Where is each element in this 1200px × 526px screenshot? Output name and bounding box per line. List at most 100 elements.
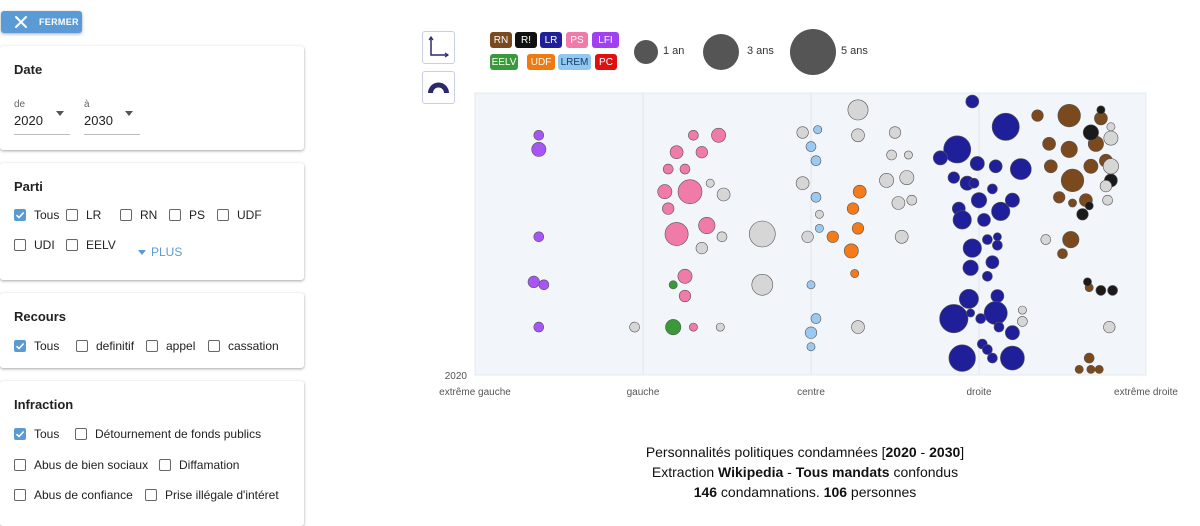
condamnation-bubble[interactable] <box>966 308 975 318</box>
date-to-value[interactable]: 2030 <box>84 113 113 128</box>
condamnation-bubble[interactable] <box>533 130 545 141</box>
party-badge-ps[interactable]: PS <box>566 32 588 48</box>
chevron-down-icon[interactable] <box>56 111 64 116</box>
parti-checkbox[interactable] <box>217 209 229 221</box>
recours-checkbox[interactable] <box>14 340 26 352</box>
infraction-option[interactable]: Diffamation <box>159 458 239 472</box>
condamnation-bubble[interactable] <box>677 179 703 204</box>
party-badge-udf[interactable]: UDF <box>527 54 555 70</box>
condamnation-bubble[interactable] <box>1031 109 1044 122</box>
condamnation-bubble[interactable] <box>993 232 1002 242</box>
condamnation-bubble[interactable] <box>1057 248 1068 259</box>
condamnation-bubble[interactable] <box>904 150 913 160</box>
recours-option[interactable]: definitif <box>76 339 134 353</box>
condamnation-bubble[interactable] <box>662 163 674 175</box>
condamnation-bubble[interactable] <box>810 313 822 324</box>
condamnation-bubble[interactable] <box>815 223 824 233</box>
condamnation-bubble[interactable] <box>796 126 809 139</box>
condamnation-bubble[interactable] <box>888 126 902 139</box>
condamnation-bubble[interactable] <box>668 280 678 290</box>
condamnation-bubble[interactable] <box>993 321 1005 333</box>
condamnation-bubble[interactable] <box>688 130 699 141</box>
condamnation-bubble[interactable] <box>948 344 976 372</box>
parti-option[interactable]: RN <box>120 208 157 222</box>
parti-option[interactable]: UDI <box>14 238 55 252</box>
condamnation-bubble[interactable] <box>1009 158 1032 180</box>
condamnation-bubble[interactable] <box>1086 364 1096 374</box>
condamnation-bubble[interactable] <box>906 194 918 206</box>
parti-checkbox[interactable] <box>14 239 26 251</box>
condamnation-bubble[interactable] <box>1053 191 1066 204</box>
condamnation-bubble[interactable] <box>1106 122 1116 132</box>
infraction-option[interactable]: Tous <box>14 427 59 441</box>
parti-checkbox[interactable] <box>120 209 132 221</box>
parti-option[interactable]: PS <box>169 208 205 222</box>
condamnation-bubble[interactable] <box>695 146 708 159</box>
condamnation-bubble[interactable] <box>879 172 894 188</box>
parti-checkbox[interactable] <box>66 239 78 251</box>
infraction-option[interactable]: Détournement de fonds publics <box>75 427 261 441</box>
chevron-down-icon[interactable] <box>125 111 133 116</box>
condamnation-bubble[interactable] <box>1017 316 1028 327</box>
party-badge-pc[interactable]: PC <box>595 54 617 70</box>
parti-option[interactable]: Tous <box>14 208 59 222</box>
condamnation-bubble[interactable] <box>959 288 979 309</box>
condamnation-bubble[interactable] <box>795 176 810 190</box>
condamnation-bubble[interactable] <box>679 163 691 175</box>
party-badge-rx[interactable]: R! <box>515 32 537 48</box>
parti-option[interactable]: EELV <box>66 238 116 252</box>
condamnation-bubble[interactable] <box>1074 364 1084 374</box>
condamnation-bubble[interactable] <box>1018 305 1027 315</box>
condamnation-bubble[interactable] <box>1057 103 1081 128</box>
party-badge-lr[interactable]: LR <box>540 32 562 48</box>
condamnation-bubble[interactable] <box>899 170 915 185</box>
condamnation-bubble[interactable] <box>1099 180 1112 193</box>
condamnation-bubble[interactable] <box>662 202 675 215</box>
condamnation-bubble[interactable] <box>894 230 909 244</box>
condamnation-bubble[interactable] <box>962 259 979 276</box>
condamnation-bubble[interactable] <box>988 159 1003 174</box>
condamnation-bubble[interactable] <box>977 213 991 227</box>
condamnation-bubble[interactable] <box>1060 140 1078 158</box>
parti-option[interactable]: UDF <box>217 208 262 222</box>
infraction-option[interactable]: Abus de bien sociaux <box>14 458 148 472</box>
condamnation-bubble[interactable] <box>965 94 980 109</box>
recours-checkbox[interactable] <box>208 340 220 352</box>
condamnation-bubble[interactable] <box>533 231 545 243</box>
condamnation-bubble[interactable] <box>982 234 993 245</box>
recours-option[interactable]: Tous <box>14 339 59 353</box>
condamnation-bubble[interactable] <box>711 127 726 143</box>
condamnation-bubble[interactable] <box>1082 124 1099 141</box>
condamnation-bubble[interactable] <box>1040 234 1052 245</box>
condamnation-bubble[interactable] <box>813 125 823 135</box>
condamnation-bubble[interactable] <box>1103 321 1116 334</box>
recours-checkbox[interactable] <box>146 340 158 352</box>
infraction-option[interactable]: Prise illégale d'intéret <box>145 488 279 502</box>
condamnation-bubble[interactable] <box>850 269 860 278</box>
condamnation-bubble[interactable] <box>968 177 980 189</box>
condamnation-bubble[interactable] <box>943 135 972 164</box>
condamnation-bubble[interactable] <box>748 220 776 248</box>
condamnation-bubble[interactable] <box>851 320 865 334</box>
condamnation-bubble[interactable] <box>531 141 547 157</box>
condamnation-bubble[interactable] <box>982 270 993 282</box>
condamnation-bubble[interactable] <box>990 289 1005 303</box>
condamnation-bubble[interactable] <box>716 231 728 243</box>
condamnation-bubble[interactable] <box>1005 325 1020 341</box>
condamnation-bubble[interactable] <box>1095 285 1107 296</box>
party-badge-lrem[interactable]: LREM <box>558 54 591 70</box>
condamnation-bubble[interactable] <box>987 183 998 195</box>
close-button[interactable]: FERMER <box>1 11 82 33</box>
condamnation-bubble[interactable] <box>969 156 985 171</box>
infraction-checkbox[interactable] <box>14 428 26 440</box>
condamnation-bubble[interactable] <box>716 187 731 202</box>
condamnation-bubble[interactable] <box>705 178 715 188</box>
condamnation-bubble[interactable] <box>846 202 860 215</box>
condamnation-bubble[interactable] <box>1083 158 1099 174</box>
condamnation-bubble[interactable] <box>1102 158 1119 175</box>
condamnation-bubble[interactable] <box>806 280 816 290</box>
condamnation-bubble[interactable] <box>886 149 897 161</box>
condamnation-bubble[interactable] <box>1083 277 1092 287</box>
condamnation-bubble[interactable] <box>801 230 814 243</box>
condamnation-bubble[interactable] <box>678 289 692 303</box>
